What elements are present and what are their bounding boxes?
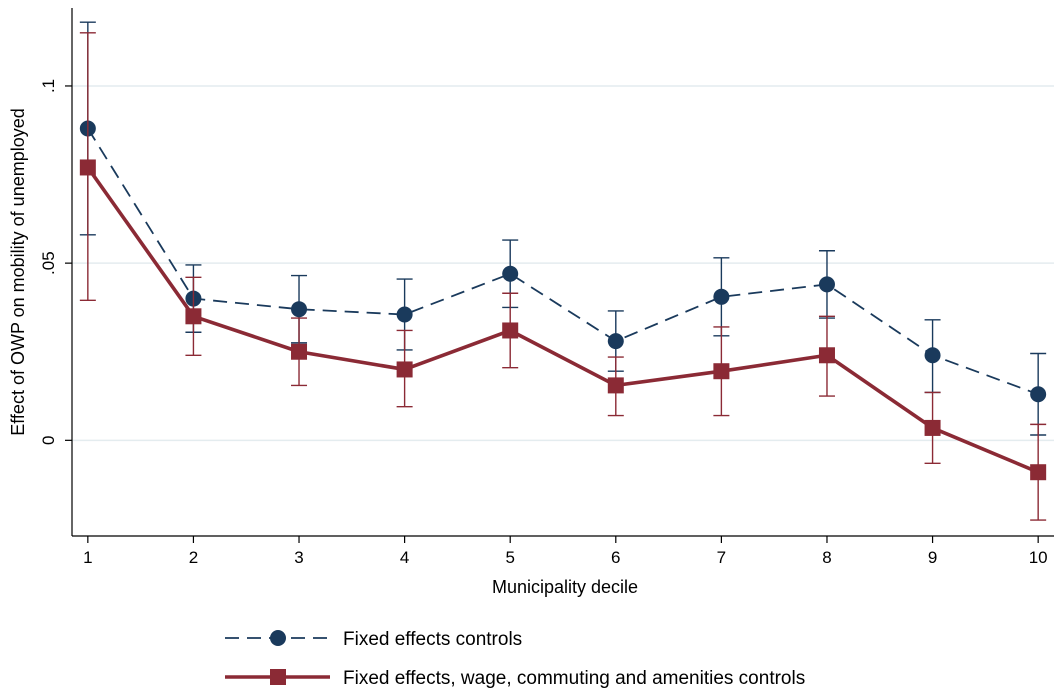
data-point — [396, 306, 413, 323]
data-point — [291, 343, 308, 360]
x-tick-label: 9 — [928, 548, 937, 567]
series-layer — [79, 21, 1047, 521]
data-point — [502, 322, 519, 339]
data-point — [607, 333, 624, 350]
legend-item-fixed-effects: Fixed effects controls — [225, 629, 522, 650]
x-tick-label: 1 — [83, 548, 92, 567]
data-point — [924, 419, 941, 436]
x-tick-label: 6 — [611, 548, 620, 567]
y-tick-label: 0 — [39, 436, 58, 445]
x-tick-label: 5 — [505, 548, 514, 567]
data-point — [818, 347, 835, 364]
axis-ticks: 0 .05 .1 1 2 3 4 5 6 7 8 9 10 — [39, 79, 1048, 567]
data-point — [924, 347, 941, 364]
data-point — [291, 301, 308, 318]
x-tick-label: 4 — [400, 548, 409, 567]
data-point — [396, 361, 413, 378]
legend-swatch-marker — [270, 630, 286, 646]
y-axis-title: Effect of OWP on mobility of unemployed — [8, 108, 28, 436]
y-tick-label: .1 — [39, 79, 58, 93]
series-line — [86, 166, 1039, 474]
legend-swatch-marker — [270, 669, 286, 685]
y-tick-label: .05 — [39, 251, 58, 275]
series-line — [87, 128, 1039, 396]
data-point — [713, 363, 730, 380]
legend-item-full-controls: Fixed effects, wage, commuting and ameni… — [225, 668, 805, 689]
data-point — [185, 308, 202, 325]
data-point — [713, 288, 730, 305]
x-tick-label: 7 — [717, 548, 726, 567]
data-point — [607, 377, 624, 394]
gridlines — [72, 85, 1054, 442]
data-point — [818, 276, 835, 293]
series-2 — [79, 32, 1047, 521]
data-point — [1030, 386, 1047, 403]
data-point — [1030, 464, 1047, 481]
axes — [71, 8, 1054, 537]
x-tick-label: 10 — [1029, 548, 1048, 567]
data-point — [79, 159, 96, 176]
series-1 — [79, 21, 1047, 436]
x-axis-title: Municipality decile — [492, 577, 638, 597]
x-tick-label: 2 — [189, 548, 198, 567]
data-point — [502, 265, 519, 282]
legend-label-full-controls: Fixed effects, wage, commuting and ameni… — [343, 668, 805, 689]
legend-label-fixed-effects: Fixed effects controls — [343, 629, 522, 650]
legend: Fixed effects controls Fixed effects, wa… — [225, 629, 805, 689]
x-tick-label: 3 — [294, 548, 303, 567]
x-tick-label: 8 — [822, 548, 831, 567]
